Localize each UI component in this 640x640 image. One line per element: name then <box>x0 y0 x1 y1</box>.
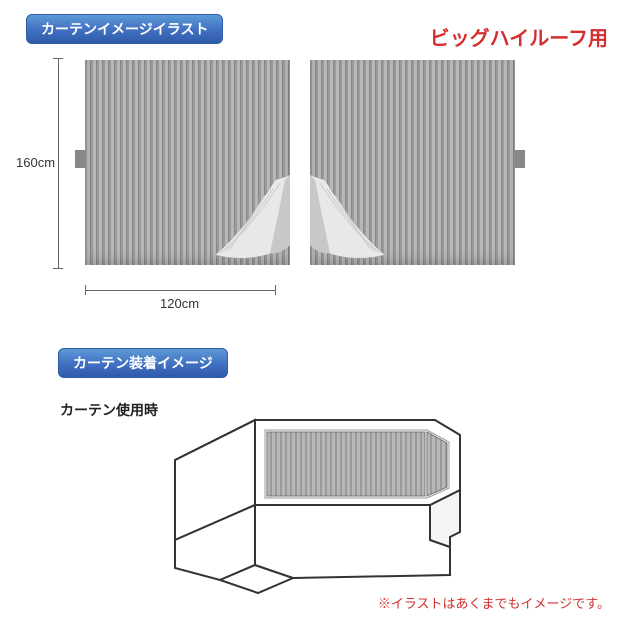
dim-cap <box>53 58 63 59</box>
dim-line-height <box>58 58 59 268</box>
dim-cap <box>85 285 86 295</box>
height-label: 160cm <box>16 155 55 170</box>
curtain-right <box>310 60 515 265</box>
curtain-fold-right <box>310 175 405 265</box>
truck-cab-diagram <box>155 390 485 600</box>
tieback-left <box>75 150 85 168</box>
curtain-fold-left <box>195 175 290 265</box>
curtain-illustration <box>85 60 515 265</box>
tieback-right <box>515 150 525 168</box>
title-big-highroof: ビッグハイルーフ用 <box>430 22 608 51</box>
badge-curtain-illust: カーテンイメージイラスト <box>26 14 223 44</box>
width-label: 120cm <box>160 296 199 311</box>
usage-label: カーテン使用時 <box>60 400 158 420</box>
dim-line-width <box>85 290 275 291</box>
dim-cap <box>275 285 276 295</box>
badge-curtain-mounted: カーテン装着イメージ <box>58 348 228 378</box>
curtain-gap <box>290 60 310 265</box>
disclaimer-note: ※イラストはあくまでもイメージです。 <box>378 593 610 612</box>
curtain-left <box>85 60 290 265</box>
dim-cap <box>53 268 63 269</box>
